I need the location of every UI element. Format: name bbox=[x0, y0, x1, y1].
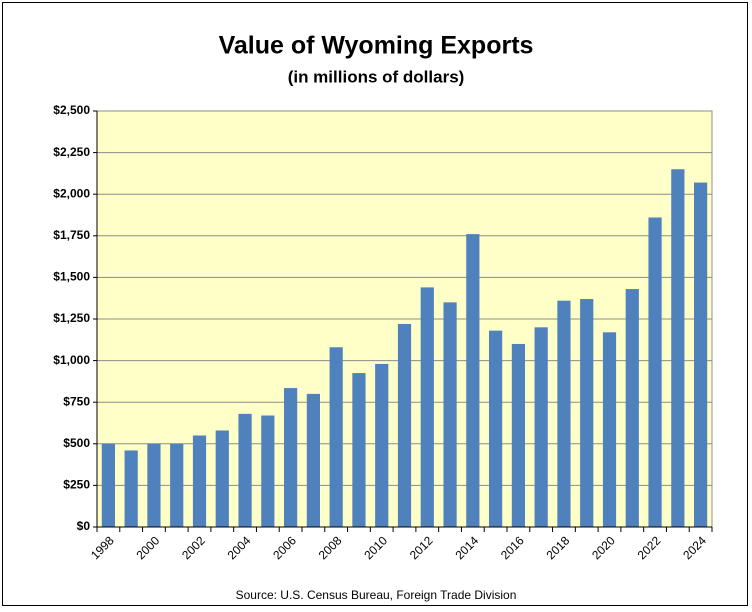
bar bbox=[625, 289, 639, 527]
y-tick-label: $250 bbox=[63, 478, 90, 492]
bar bbox=[261, 415, 275, 527]
bar bbox=[306, 393, 320, 527]
bar bbox=[489, 330, 503, 527]
y-tick-label: $2,250 bbox=[53, 145, 90, 159]
bar bbox=[215, 430, 229, 527]
bar bbox=[694, 182, 708, 527]
y-tick-label: $750 bbox=[63, 394, 90, 408]
y-tick-label: $1,750 bbox=[53, 228, 90, 242]
y-tick-label: $1,250 bbox=[53, 311, 90, 325]
bar bbox=[648, 217, 662, 527]
bar bbox=[557, 300, 571, 527]
y-tick-label: $500 bbox=[63, 436, 90, 450]
bar bbox=[170, 443, 184, 527]
y-tick-label: $0 bbox=[77, 519, 91, 533]
bar bbox=[124, 450, 138, 527]
bar bbox=[192, 435, 207, 527]
bar bbox=[101, 443, 115, 527]
bar bbox=[147, 443, 161, 527]
bar bbox=[671, 169, 685, 528]
bar bbox=[329, 347, 343, 527]
chart-title: Value of Wyoming Exports bbox=[219, 32, 534, 60]
y-tick-label: $2,000 bbox=[53, 186, 90, 200]
source-note: Source: U.S. Census Bureau, Foreign Trad… bbox=[236, 588, 517, 602]
bar bbox=[284, 388, 298, 527]
y-tick-label: $1,000 bbox=[53, 353, 90, 367]
bar bbox=[420, 287, 434, 527]
y-tick-label: $1,500 bbox=[53, 270, 90, 284]
bar bbox=[580, 299, 594, 527]
bar bbox=[397, 323, 412, 527]
bar bbox=[602, 332, 617, 527]
bar bbox=[511, 343, 525, 527]
bar bbox=[534, 327, 548, 527]
bar bbox=[375, 363, 389, 527]
bar bbox=[352, 373, 366, 527]
y-tick-label: $2,500 bbox=[53, 103, 90, 117]
bar bbox=[443, 302, 457, 527]
chart-subtitle: (in millions of dollars) bbox=[288, 67, 465, 86]
bar bbox=[238, 413, 252, 527]
bar bbox=[466, 234, 480, 528]
